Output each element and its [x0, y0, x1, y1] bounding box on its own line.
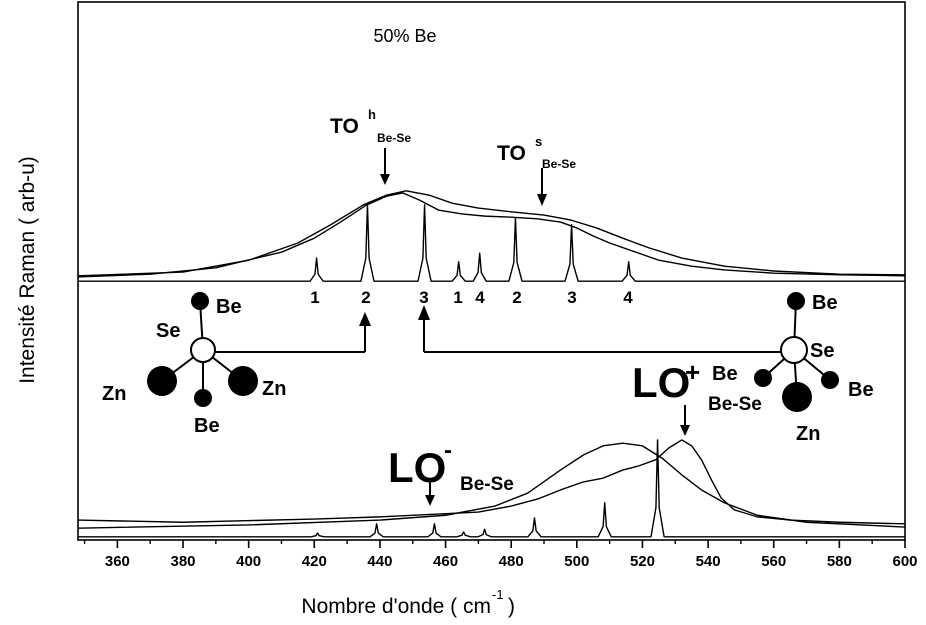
- peak-label: 4: [475, 288, 485, 307]
- spectrum-line: [77, 442, 906, 529]
- spectrum-line: [77, 439, 906, 525]
- spectrum-line: [78, 439, 905, 538]
- x-tick-label: 400: [236, 553, 261, 570]
- title: 50% Be: [373, 26, 436, 46]
- x-tick-label: 440: [367, 553, 392, 570]
- atom-label: Zn: [796, 423, 820, 445]
- spectrum-line: [77, 192, 906, 278]
- atom-label: Be: [194, 415, 220, 437]
- atom-label: Se: [810, 340, 834, 362]
- peak-label: 4: [623, 288, 633, 307]
- arrow-head: [537, 194, 547, 206]
- annotation-sup: +: [685, 357, 700, 387]
- arrow-head: [380, 174, 390, 185]
- x-tick-label: 360: [105, 553, 130, 570]
- x-tick-label: 460: [433, 553, 458, 570]
- left-molecule: [147, 292, 371, 407]
- annotation-main: TO: [497, 142, 526, 165]
- atom-label: Zn: [262, 378, 286, 400]
- x-axis-title: Nombre d'onde ( cm: [301, 595, 491, 618]
- spectrum-line: [78, 204, 905, 282]
- annotation-sub: Be-Se: [377, 131, 411, 145]
- annotation-sub: Be-Se: [708, 394, 762, 415]
- x-tick-label: 480: [499, 553, 524, 570]
- annotation-main: LO: [632, 359, 690, 406]
- peak-label: 3: [419, 288, 428, 307]
- ticks: 360 380 400 420 440 460 480 500 520 540 560 580 600: [83, 540, 918, 570]
- annotation-sup: s: [535, 134, 542, 149]
- atom-label: Se: [156, 320, 180, 342]
- x-tick-label: 380: [171, 553, 196, 570]
- peak-label: 2: [361, 288, 370, 307]
- annotation-sup: -: [444, 437, 452, 464]
- peak-label: 3: [567, 288, 576, 307]
- plot-frame: [77, 1, 906, 541]
- atom-label: Zn: [102, 383, 126, 405]
- annotation-main: TO: [330, 115, 359, 138]
- x-axis-title-close: ): [508, 595, 515, 618]
- y-axis-title: Intensité Raman ( arb-u): [16, 156, 39, 384]
- x-tick-label: 580: [827, 553, 852, 570]
- annotation-sub: Be-Se: [542, 157, 576, 171]
- atom-label: Be: [216, 296, 242, 318]
- x-axis-title-sup: -1: [492, 587, 504, 602]
- curves: [77, 190, 906, 538]
- spectrum-line: [77, 190, 906, 277]
- x-tick-label: 600: [892, 553, 917, 570]
- arrow-head: [425, 495, 435, 506]
- annotation-main: LO: [388, 444, 446, 491]
- atom-label: Be: [848, 379, 874, 401]
- x-tick-label: 540: [696, 553, 721, 570]
- x-tick-label: 560: [761, 553, 786, 570]
- right-molecule: [418, 292, 839, 412]
- x-tick-label: 420: [302, 553, 327, 570]
- x-tick-label: 500: [564, 553, 589, 570]
- x-tick-label: 520: [630, 553, 655, 570]
- atom-label: Be: [712, 363, 738, 385]
- annotation-sub: Be-Se: [460, 474, 514, 495]
- peak-label: 2: [512, 288, 521, 307]
- peak-label: 1: [453, 288, 462, 307]
- annotation-sup: h: [368, 107, 376, 122]
- atom-label: Be: [812, 292, 838, 314]
- peak-label: 1: [310, 288, 319, 307]
- arrow-head: [680, 425, 690, 436]
